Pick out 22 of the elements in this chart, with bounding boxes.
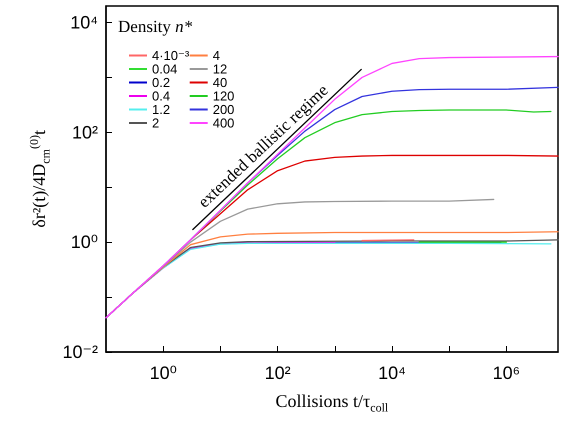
legend-label: 40 xyxy=(212,75,228,90)
y-tick-label: 10⁰ xyxy=(70,232,98,252)
legend-label: 12 xyxy=(212,62,228,76)
legend-label: 0.04 xyxy=(152,62,178,76)
legend-label: 4 xyxy=(212,48,220,63)
legend-title: Density n* xyxy=(118,17,193,36)
legend-label: 2 xyxy=(152,116,160,130)
legend-label: 4·10⁻³ xyxy=(152,48,190,63)
legend-label: 200 xyxy=(212,102,234,117)
legend-label: 1.2 xyxy=(152,102,170,117)
x-tick-label: 10² xyxy=(264,363,291,383)
x-tick-label: 10⁶ xyxy=(492,363,520,383)
legend-label: 0.4 xyxy=(152,88,170,104)
x-axis-title: Collisions t/τ$_{coll}$ xyxy=(276,391,388,415)
x-tick-label: 10⁰ xyxy=(150,363,177,383)
x-tick-label: 10⁴ xyxy=(378,363,406,383)
legend-label: 120 xyxy=(212,88,234,104)
y-tick-label: 10⁴ xyxy=(70,12,98,33)
y-tick-label: 10² xyxy=(72,122,98,142)
legend-label: 400 xyxy=(212,116,234,130)
legend-label: 0.2 xyxy=(152,75,170,90)
y-tick-label: 10⁻² xyxy=(62,342,98,362)
